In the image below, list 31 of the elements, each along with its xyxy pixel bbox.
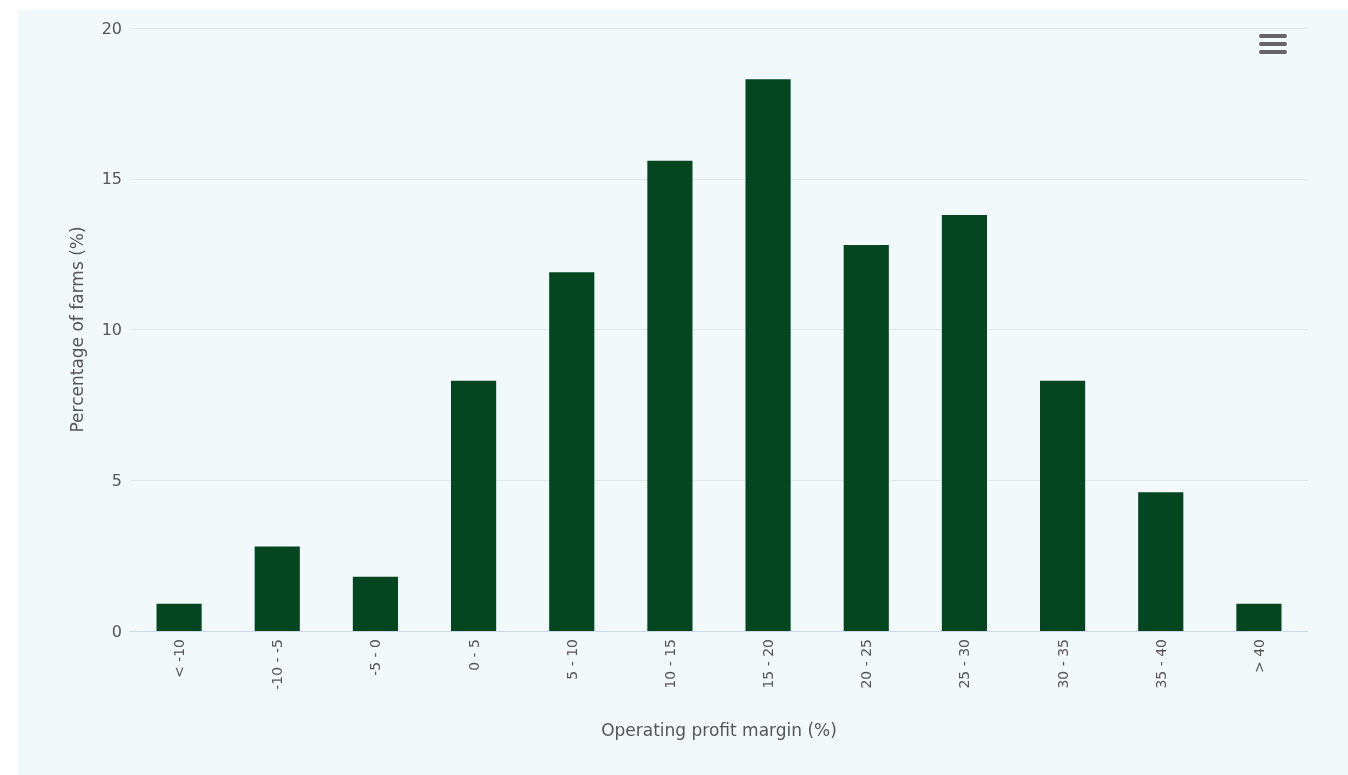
x-axis-title: Operating profit margin (%) <box>601 719 837 740</box>
x-tick-label: < -10 <box>171 639 188 679</box>
bar <box>647 160 693 631</box>
y-tick-label: 15 <box>101 169 122 189</box>
x-tick-label: 20 - 25 <box>858 639 875 689</box>
bar <box>843 245 889 631</box>
bar <box>156 603 202 631</box>
bar <box>745 79 791 631</box>
bar <box>254 546 300 631</box>
y-tick-label: 0 <box>111 621 122 641</box>
bar <box>941 214 987 631</box>
x-tick-label: -5 - 0 <box>367 639 384 676</box>
x-tick-label: 30 - 35 <box>1054 639 1071 689</box>
y-axis-title: Percentage of farms (%) <box>66 226 87 433</box>
x-tick-label: 35 - 40 <box>1152 639 1169 689</box>
bar <box>451 380 497 631</box>
x-tick-label: 15 - 20 <box>760 639 777 689</box>
y-tick-label: 20 <box>101 18 122 38</box>
x-tick-label: 0 - 5 <box>465 639 482 671</box>
x-tick-label: 10 - 15 <box>661 639 678 689</box>
bar <box>1040 380 1086 631</box>
x-tick-label: 5 - 10 <box>563 639 580 680</box>
y-tick-label: 10 <box>101 320 122 339</box>
x-tick-label: 25 - 30 <box>956 639 973 689</box>
x-tick-label: > 40 <box>1250 639 1267 673</box>
y-tick-label: 5 <box>111 470 122 490</box>
bar <box>1138 492 1184 631</box>
bar <box>549 272 595 631</box>
bar <box>352 576 398 631</box>
x-tick-label: -10 - -5 <box>269 639 286 690</box>
bar <box>1236 603 1282 631</box>
